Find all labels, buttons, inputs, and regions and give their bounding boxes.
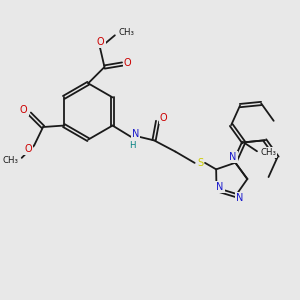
Text: O: O <box>24 144 32 154</box>
Text: S: S <box>197 158 203 168</box>
Text: O: O <box>97 38 104 47</box>
Text: N: N <box>132 129 139 140</box>
Text: O: O <box>124 58 131 68</box>
Text: O: O <box>20 105 28 115</box>
Text: H: H <box>129 141 136 150</box>
Text: CH₃: CH₃ <box>2 156 19 165</box>
Text: N: N <box>236 194 243 203</box>
Text: O: O <box>160 113 167 123</box>
Text: N: N <box>216 182 224 192</box>
Text: CH₃: CH₃ <box>260 148 276 157</box>
Text: N: N <box>229 152 237 162</box>
Text: CH₃: CH₃ <box>118 28 134 38</box>
